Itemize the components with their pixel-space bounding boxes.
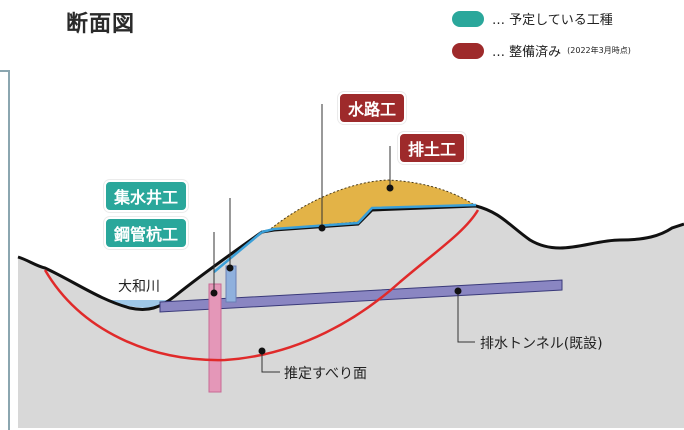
ground-mass xyxy=(18,206,684,428)
marker-koukankuikou xyxy=(210,289,218,297)
waterway-line xyxy=(261,203,477,234)
legend-planned: … 予定している工種 xyxy=(452,9,613,28)
marker-tunnel xyxy=(454,287,462,295)
marker-shusuiseikou xyxy=(226,264,234,272)
ground-surface-line xyxy=(17,204,684,311)
slope-blue-line xyxy=(213,231,263,273)
marker-suirokou xyxy=(318,224,326,232)
leader-slip xyxy=(261,350,280,373)
steel-pipe-pile xyxy=(208,283,222,393)
leader-tunnel xyxy=(457,292,475,343)
legend-planned-swatch xyxy=(452,10,484,27)
label-slip-surface: 推定すべり面 xyxy=(284,366,368,382)
tag-koukankuikou: 鋼管杭工 xyxy=(104,217,189,249)
drainage-tunnel xyxy=(159,279,563,313)
legend-completed-note: (2022年3月時点) xyxy=(567,46,631,55)
marker-haidokou xyxy=(386,184,394,192)
panel-frame xyxy=(0,70,10,430)
tag-haidokou: 排土工 xyxy=(398,132,467,164)
tag-suirokou: 水路工 xyxy=(338,92,407,124)
slip-surface-curve xyxy=(43,209,480,362)
marker-slip xyxy=(258,347,266,355)
label-river: 大和川 xyxy=(118,279,160,295)
water-collecting-well xyxy=(225,265,237,303)
legend-completed: … 整備済み (2022年3月時点) xyxy=(452,41,631,60)
label-tunnel: 排水トンネル(既設) xyxy=(480,336,603,352)
legend-completed-swatch xyxy=(452,42,484,59)
river-water xyxy=(110,300,168,308)
legend-planned-label: … 予定している工種 xyxy=(492,13,613,28)
diagram-title: 断面図 xyxy=(66,12,136,37)
tag-shusuiseikou: 集水井工 xyxy=(104,180,189,212)
legend-completed-label: … 整備済み xyxy=(492,45,562,60)
